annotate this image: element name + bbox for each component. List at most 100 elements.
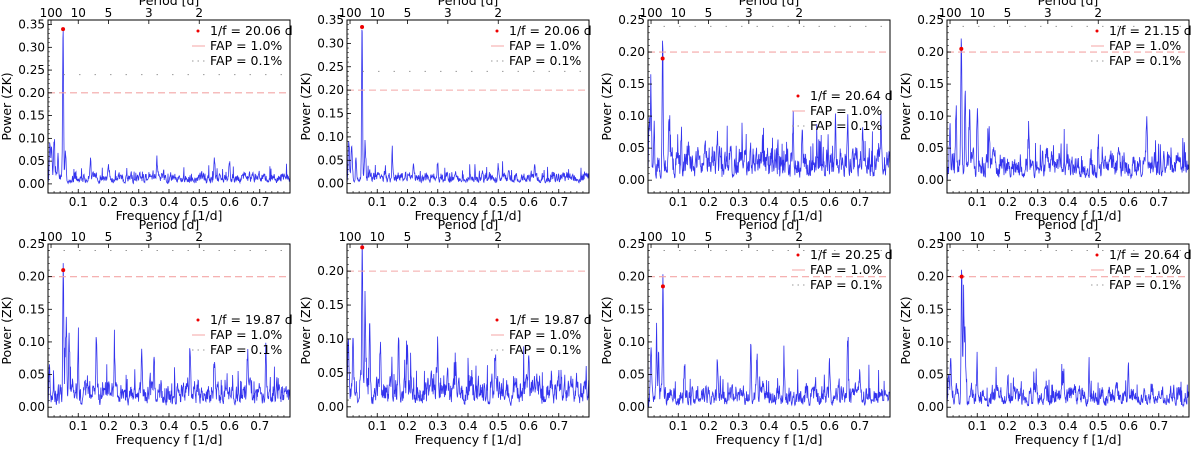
y-axis-label: Power (ZK) <box>599 72 614 140</box>
legend-fap-label: FAP = 1.0% <box>210 38 282 53</box>
peak-marker <box>959 46 964 51</box>
peak-marker <box>360 245 365 250</box>
x-tick-label: 0.2 <box>99 195 118 209</box>
legend-fap-label: FAP = 0.1% <box>810 277 882 292</box>
power-spectrum-line <box>48 30 290 185</box>
x-axis-label: Frequency f [1/d] <box>1015 208 1122 223</box>
panel-3: 0.1 0.2 0.3 0.4 0.5 0.6 0.7 0.00 0.05 0.10 0.15 0.2… <box>599 0 893 223</box>
period-tick-label: 100 <box>939 6 962 20</box>
x-tick-label: 0.7 <box>250 419 269 433</box>
period-tick-label: 2 <box>1094 230 1102 244</box>
y-tick-label: 0.00 <box>618 400 645 414</box>
y-tick-label: 0.05 <box>618 141 645 155</box>
x-tick-label: 0.6 <box>220 195 239 209</box>
period-tick-label: 2 <box>195 230 203 244</box>
period-tick-label: 3 <box>444 6 452 20</box>
period-axis-label: Period [d] <box>739 0 800 8</box>
legend-peak-label: 1/f = 20.25 d <box>810 247 893 262</box>
legend-peak-marker <box>796 253 800 257</box>
x-tick-label: 0.4 <box>159 419 178 433</box>
x-axis-label: Frequency f [1/d] <box>415 208 522 223</box>
x-axis-label: Frequency f [1/d] <box>116 208 223 223</box>
period-axis-label: Period [d] <box>1038 217 1099 232</box>
y-tick-label: 0.15 <box>917 77 944 91</box>
y-tick-label: 0.05 <box>917 141 944 155</box>
legend-peak-label: 1/f = 20.06 d <box>509 23 592 38</box>
x-tick-label: 0.3 <box>129 419 148 433</box>
x-tick-label: 0.3 <box>729 419 748 433</box>
x-tick-label: 0.7 <box>250 195 269 209</box>
legend-fap-label: FAP = 1.0% <box>1109 262 1181 277</box>
y-tick-label: 0.05 <box>18 368 45 382</box>
period-tick-label: 10 <box>370 6 385 20</box>
y-tick-label: 0.00 <box>317 400 344 414</box>
y-tick-label: 0.00 <box>18 177 45 191</box>
panel-5: 0.1 0.2 0.3 0.4 0.5 0.6 0.7 0.00 0.05 0.10 0.15 0.2… <box>0 217 293 447</box>
power-spectrum-line <box>947 38 1189 180</box>
y-axis-label: Power (ZK) <box>298 72 313 140</box>
period-tick-label: 2 <box>1094 6 1102 20</box>
x-tick-label: 0.5 <box>190 419 209 433</box>
legend-peak-label: 1/f = 19.87 d <box>210 312 293 327</box>
x-tick-label: 0.4 <box>759 195 778 209</box>
x-tick-label: 0.2 <box>398 419 417 433</box>
panel-1: 0.1 0.2 0.3 0.4 0.5 0.6 0.7 0.00 0.05 0.10 0.15 0.2… <box>0 0 293 223</box>
x-tick-label: 0.3 <box>729 195 748 209</box>
y-tick-label: 0.15 <box>317 298 344 312</box>
x-tick-label: 0.6 <box>1119 195 1138 209</box>
y-tick-label: 0.05 <box>917 368 944 382</box>
legend-peak-marker <box>196 29 200 33</box>
period-tick-label: 100 <box>640 6 663 20</box>
x-tick-label: 0.3 <box>129 195 148 209</box>
panel-7: 0.1 0.2 0.3 0.4 0.5 0.6 0.7 0.00 0.05 0.10 0.15 0.2… <box>599 217 893 447</box>
legend-fap-label: FAP = 1.0% <box>509 38 581 53</box>
period-tick-label: 3 <box>1044 6 1052 20</box>
legend-peak-marker <box>196 318 200 322</box>
x-tick-label: 0.5 <box>790 419 809 433</box>
panel-8: 0.1 0.2 0.3 0.4 0.5 0.6 0.7 0.00 0.05 0.10 0.15 0.2… <box>898 217 1192 447</box>
x-tick-label: 0.7 <box>1149 419 1168 433</box>
x-tick-label: 0.6 <box>519 195 538 209</box>
y-tick-label: 0.15 <box>18 109 45 123</box>
period-tick-label: 2 <box>494 230 502 244</box>
x-tick-label: 0.2 <box>699 195 718 209</box>
y-tick-label: 0.20 <box>18 86 45 100</box>
x-tick-label: 0.1 <box>69 419 88 433</box>
x-axis-label: Frequency f [1/d] <box>415 432 522 447</box>
y-tick-label: 0.10 <box>618 335 645 349</box>
y-axis-label: Power (ZK) <box>898 296 913 364</box>
legend-fap-label: FAP = 1.0% <box>509 327 581 342</box>
legend-peak-marker <box>495 318 499 322</box>
x-tick-label: 0.4 <box>458 195 477 209</box>
y-axis-label: Power (ZK) <box>298 296 313 364</box>
x-tick-label: 0.3 <box>1028 419 1047 433</box>
y-tick-label: 0.20 <box>317 264 344 278</box>
x-tick-label: 0.5 <box>489 195 508 209</box>
legend-fap-label: FAP = 1.0% <box>210 327 282 342</box>
y-tick-label: 0.00 <box>18 400 45 414</box>
power-spectrum-line <box>648 40 890 179</box>
period-tick-label: 3 <box>745 230 753 244</box>
y-tick-label: 0.25 <box>917 13 944 27</box>
x-tick-label: 0.5 <box>790 195 809 209</box>
x-tick-label: 0.1 <box>368 195 387 209</box>
power-spectrum-line <box>947 269 1189 408</box>
y-tick-label: 0.25 <box>317 60 344 74</box>
x-tick-label: 0.4 <box>159 195 178 209</box>
period-tick-label: 5 <box>404 6 412 20</box>
period-axis-label: Period [d] <box>139 0 200 8</box>
x-axis-label: Frequency f [1/d] <box>716 432 823 447</box>
x-tick-label: 0.3 <box>1028 195 1047 209</box>
y-tick-label: 0.30 <box>317 36 344 50</box>
period-tick-label: 2 <box>195 6 203 20</box>
x-tick-label: 0.4 <box>759 419 778 433</box>
legend-fap-label: FAP = 0.1% <box>509 53 581 68</box>
x-tick-label: 0.3 <box>428 419 447 433</box>
y-axis-label: Power (ZK) <box>0 296 14 364</box>
y-tick-label: 0.15 <box>917 302 944 316</box>
